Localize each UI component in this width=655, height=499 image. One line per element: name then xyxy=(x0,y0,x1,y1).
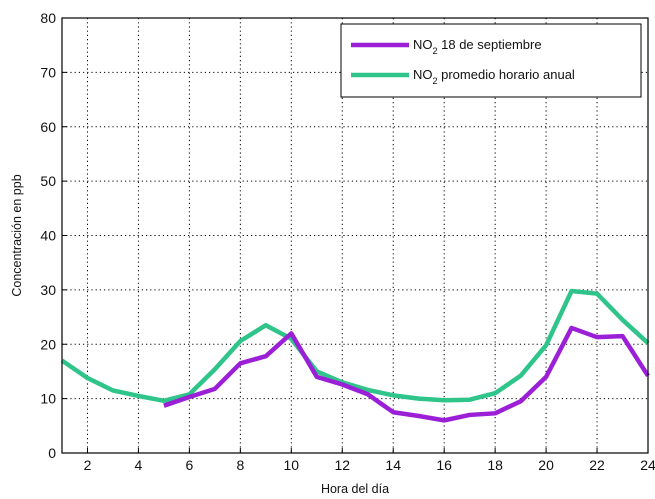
series-line-1 xyxy=(60,288,650,404)
x-tick-label: 18 xyxy=(487,457,503,473)
series-line-0 xyxy=(163,325,650,423)
x-tick-label: 22 xyxy=(589,457,605,473)
y-tick-label: 10 xyxy=(40,391,56,407)
y-tick-label: 50 xyxy=(40,173,56,189)
y-tick-label: 80 xyxy=(40,10,56,26)
y-tick-label: 70 xyxy=(40,64,56,80)
x-tick-label: 4 xyxy=(135,457,143,473)
y-tick-label: 20 xyxy=(40,336,56,352)
x-tick-label: 14 xyxy=(385,457,401,473)
x-axis-label: Hora del día xyxy=(321,482,389,496)
x-tick-label: 16 xyxy=(436,457,452,473)
y-tick-label: 30 xyxy=(40,282,56,298)
x-tick-label: 8 xyxy=(236,457,244,473)
series-layer xyxy=(60,288,650,423)
x-tick-label: 10 xyxy=(284,457,300,473)
legend-label-name: NO xyxy=(413,37,433,52)
x-tick-label: 6 xyxy=(185,457,193,473)
y-axis-label: Concentración en ppb xyxy=(10,174,24,296)
legend-label-1: NO2 promedio horario anual xyxy=(413,67,575,86)
legend-label-0: NO2 18 de septiembre xyxy=(413,37,542,56)
x-tick-label: 2 xyxy=(84,457,92,473)
y-tick-label: 40 xyxy=(40,228,56,244)
y-tick-label: 0 xyxy=(48,445,56,461)
y-tick-label: 60 xyxy=(40,119,56,135)
legend-label-name: NO xyxy=(413,67,433,82)
x-tick-label: 20 xyxy=(538,457,554,473)
legend-label-suffix: 18 de septiembre xyxy=(438,37,542,52)
legend-box xyxy=(340,23,642,98)
x-tick-label: 24 xyxy=(640,457,655,473)
legend-label-suffix: promedio horario anual xyxy=(438,67,575,82)
legend-label-subscript: 2 xyxy=(433,46,438,56)
legend-label-subscript: 2 xyxy=(433,76,438,86)
x-tick-label: 12 xyxy=(334,457,350,473)
